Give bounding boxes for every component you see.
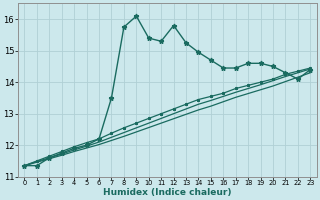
X-axis label: Humidex (Indice chaleur): Humidex (Indice chaleur): [103, 188, 232, 197]
